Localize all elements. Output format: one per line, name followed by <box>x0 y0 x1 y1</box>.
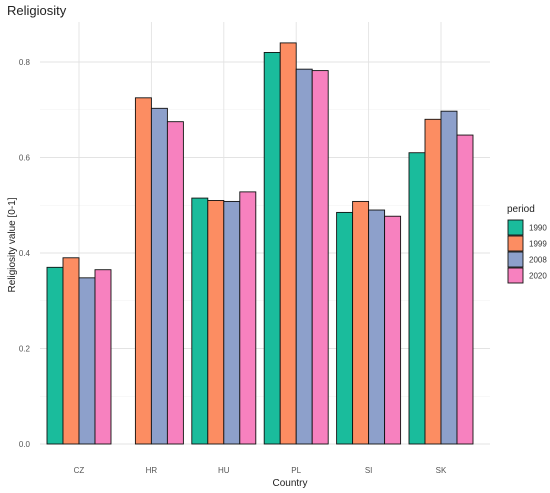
y-tick-label: 0.0 <box>19 440 31 449</box>
y-tick-label: 0.6 <box>19 154 31 163</box>
bar-SK-1999 <box>424 118 442 445</box>
bar-SK-2008 <box>440 110 458 445</box>
bars <box>46 42 474 445</box>
y-tick-label: 0.2 <box>19 345 31 354</box>
y-tick-label: 0.4 <box>19 249 31 258</box>
legend-key-2008 <box>507 251 524 268</box>
bar-HU-1990 <box>191 197 209 445</box>
legend-key-1999 <box>507 235 524 252</box>
legend-key-2020 <box>507 267 524 284</box>
bar-PL-2020 <box>311 70 329 445</box>
x-axis-ticks: CZ HR HU PL SI SK <box>74 466 447 475</box>
y-axis-ticks: 0.0 0.2 0.4 0.6 0.8 <box>19 58 31 449</box>
chart-title: Religiosity <box>7 3 67 18</box>
bar-SK-2020 <box>456 134 474 445</box>
x-tick-label: HU <box>218 466 230 475</box>
x-tick-label: PL <box>291 466 301 475</box>
x-axis-title: Country <box>272 478 307 489</box>
bar-HR-1999 <box>134 97 152 445</box>
bar-SI-1999 <box>352 200 370 445</box>
bar-SI-2020 <box>384 215 402 445</box>
legend-label-2020: 2020 <box>529 272 547 281</box>
bar-CZ-1999 <box>62 257 80 445</box>
x-tick-label: SI <box>365 466 373 475</box>
bar-PL-1999 <box>279 42 297 445</box>
bar-PL-2008 <box>295 68 313 445</box>
bar-HU-2020 <box>239 191 257 445</box>
bar-HU-2008 <box>223 200 241 445</box>
bar-CZ-2008 <box>78 277 96 445</box>
bar-PL-1990 <box>263 52 281 445</box>
legend-key-1990 <box>507 219 524 236</box>
legend: period 1990 1999 2008 2020 <box>507 204 547 284</box>
legend-label-1999: 1999 <box>529 240 547 249</box>
bar-SK-1990 <box>408 152 426 445</box>
bar-CZ-1990 <box>46 266 64 445</box>
bar-HR-2020 <box>166 121 184 445</box>
x-tick-label: HR <box>146 466 158 475</box>
bar-HU-1999 <box>207 200 225 445</box>
bar-SI-2008 <box>368 209 386 445</box>
bar-SI-1990 <box>336 211 354 445</box>
legend-label-2008: 2008 <box>529 256 547 265</box>
y-axis-title: Religiosity value [0-1] <box>7 197 18 292</box>
x-tick-label: SK <box>436 466 447 475</box>
bar-HR-2008 <box>150 107 168 445</box>
x-tick-label: CZ <box>74 466 85 475</box>
bar-CZ-2020 <box>94 269 112 445</box>
y-tick-label: 0.8 <box>19 58 31 67</box>
legend-label-1990: 1990 <box>529 224 547 233</box>
legend-title: period <box>507 204 535 215</box>
